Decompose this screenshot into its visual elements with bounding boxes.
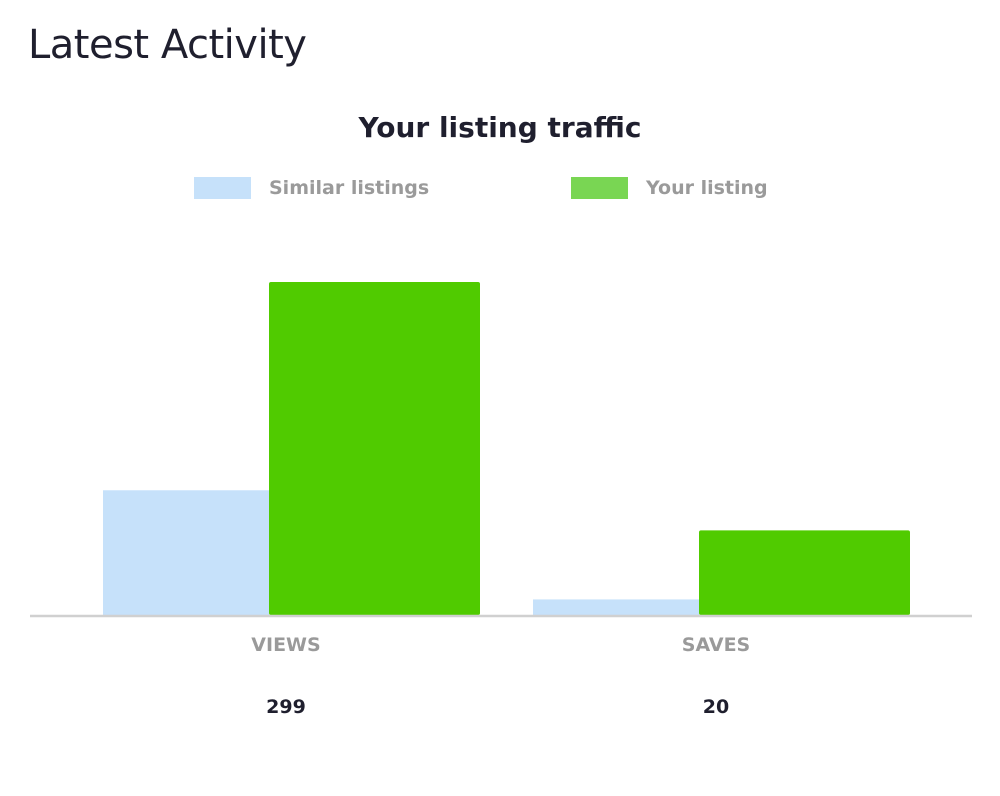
category-totals: 299 20	[266, 696, 729, 718]
total-value-views: 299	[266, 696, 306, 718]
x-axis-labels: VIEWS SAVES	[251, 634, 750, 656]
legend-swatch-similar-listings	[194, 177, 251, 199]
x-tick-label-views: VIEWS	[251, 634, 320, 656]
chart-title: Your listing traffic	[358, 111, 642, 144]
x-tick-label-saves: SAVES	[682, 634, 750, 656]
chart-legend: Similar listings Your listing	[194, 177, 768, 199]
chart-bars	[103, 282, 910, 615]
bar-saves-your-listing	[699, 530, 910, 615]
total-value-saves: 20	[703, 696, 729, 718]
legend-label-similar-listings: Similar listings	[269, 177, 429, 199]
page-title: Latest Activity	[28, 22, 307, 68]
legend-label-your-listing: Your listing	[645, 177, 768, 199]
bar-saves-similar-listings	[533, 599, 699, 615]
legend-swatch-your-listing	[571, 177, 628, 199]
bar-views-similar-listings	[103, 490, 269, 615]
bar-views-your-listing	[269, 282, 480, 615]
